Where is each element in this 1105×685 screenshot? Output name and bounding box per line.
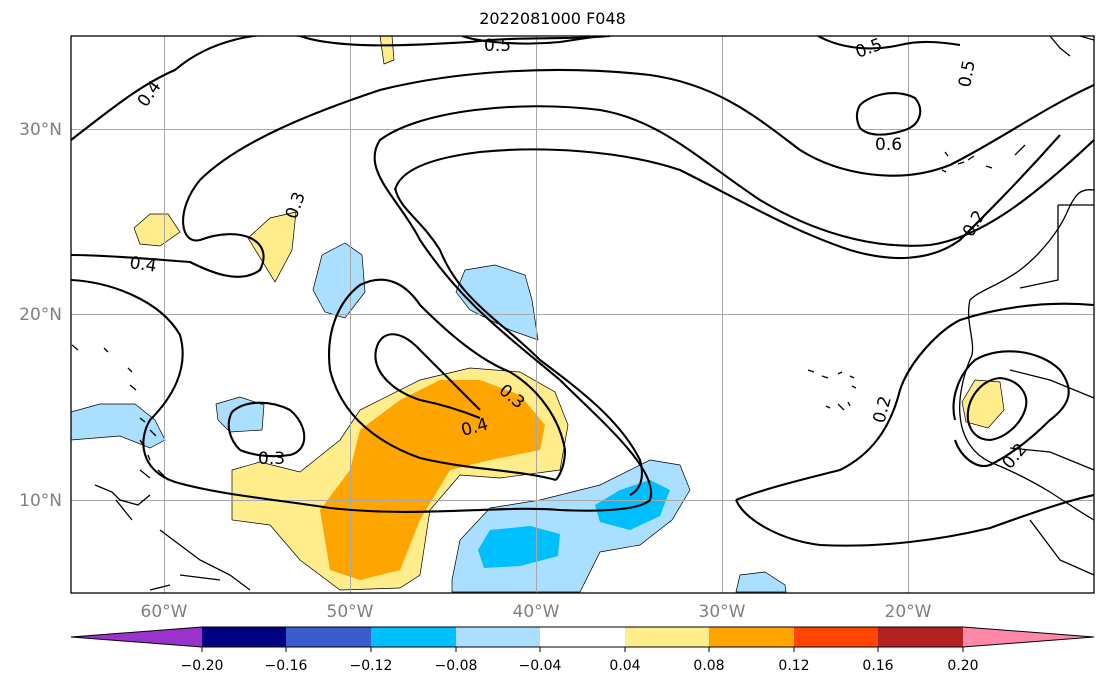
lon-tick-label: 40°W (513, 602, 560, 622)
negative-anomaly-west (71, 403, 166, 449)
contour-label: 0.2 (870, 394, 896, 425)
positive-anomaly-top (379, 36, 395, 65)
graticule (71, 36, 1094, 593)
colorbar-segment (794, 627, 878, 647)
contour-0.5-ne (817, 36, 961, 50)
colorbar-tick-label: −0.16 (265, 658, 308, 674)
colorbar-tick-label: 0.08 (693, 658, 724, 674)
positive-anomaly-core (320, 380, 545, 580)
map-layer (71, 36, 1094, 593)
colorbar-segment (625, 627, 709, 647)
contour-label: 0.5 (853, 35, 885, 63)
coast-cape-verde (807, 369, 857, 411)
contour-lines (71, 36, 1094, 547)
contour-0.3-small (227, 401, 306, 458)
contour-label: 0.4 (128, 253, 158, 277)
lat-tick-label: 10°N (19, 491, 62, 511)
colorbar-tick-label: −0.08 (435, 658, 478, 674)
colorbar-segment (878, 627, 963, 647)
lon-tick-label: 30°W (699, 602, 746, 622)
colorbar-segment (71, 627, 202, 647)
contour-label: 0.3 (258, 449, 285, 469)
lat-tick-label: 30°N (19, 120, 62, 140)
coast-africa (959, 189, 1094, 521)
colorbar-tick-labels: −0.20 −0.16 −0.12 −0.08 −0.04 0.04 0.08 … (181, 658, 979, 674)
map-frame (70, 35, 1095, 594)
contour-0.4-closed-a (374, 333, 481, 419)
lon-tick-label: 50°W (327, 602, 374, 622)
anomaly-fills (71, 36, 1005, 593)
coast-islands (71, 344, 157, 461)
colorbar-tick-label: −0.20 (181, 658, 224, 674)
contour-0.5-top (461, 36, 601, 45)
colorbar-segment (371, 627, 456, 647)
contour-0.3-inner (393, 134, 1061, 260)
colorbar-tick-label: 0.04 (609, 658, 640, 674)
border-africa-1 (1009, 204, 1094, 576)
colorbar-tick-label: 0.20 (947, 658, 978, 674)
colorbar-segment (963, 627, 1094, 647)
contour-label: 0.5 (484, 36, 511, 56)
longitude-ticks: 60°W 50°W 40°W 30°W 20°W (141, 602, 932, 622)
contour-0.3-east (952, 350, 1070, 468)
colorbar (70, 626, 1095, 652)
figure-title: 2022081000 F048 (479, 9, 626, 28)
negative-anomaly-south (451, 459, 691, 593)
negative-anomaly-bottom-e (735, 571, 787, 593)
coastlines (71, 36, 1094, 591)
colorbar-tick-label: 0.16 (862, 658, 893, 674)
colorbar-segment (286, 627, 371, 647)
colorbar-tick-label: −0.12 (350, 658, 393, 674)
contour-0.4-east (966, 376, 1028, 442)
positive-anomaly-africa (961, 379, 1005, 429)
contour-0.2-east-low (735, 493, 1094, 547)
positive-anomaly-nw (247, 211, 297, 283)
colorbar-segment (709, 627, 794, 647)
latitude-ticks: 30°N 20°N 10°N (19, 120, 62, 511)
coast-iberia (1049, 36, 1094, 57)
colorbar-tick-label: 0.12 (778, 658, 809, 674)
contour-0.2-outer (71, 105, 1094, 513)
contour-0.3-closed-b (328, 278, 567, 482)
coast-caribbean (94, 469, 251, 591)
contour-0.2-east (735, 302, 1094, 501)
colorbar-segment (202, 627, 286, 647)
contour-label: 0.4 (134, 77, 166, 111)
contour-label: 0.3 (282, 189, 310, 221)
positive-anomaly-small-w (133, 213, 181, 247)
lon-tick-label: 60°W (141, 602, 188, 622)
colorbar-segment (540, 627, 625, 647)
contour-label: 0.5 (955, 59, 979, 89)
negative-anomaly-mid (455, 264, 539, 341)
colorbar-segment (456, 627, 540, 647)
coast-canaries (941, 144, 1026, 173)
contour-0.4-inner (393, 187, 644, 496)
negative-anomaly-south-core1 (478, 526, 560, 568)
lat-tick-label: 20°N (19, 305, 62, 325)
negative-anomaly-west-mid (312, 242, 366, 319)
colorbar-tick-label: −0.04 (519, 658, 562, 674)
lon-tick-label: 20°W (885, 602, 932, 622)
contour-0.3-outer (71, 68, 1094, 278)
contour-0.6 (855, 92, 922, 136)
contour-label: 0.6 (875, 135, 902, 155)
